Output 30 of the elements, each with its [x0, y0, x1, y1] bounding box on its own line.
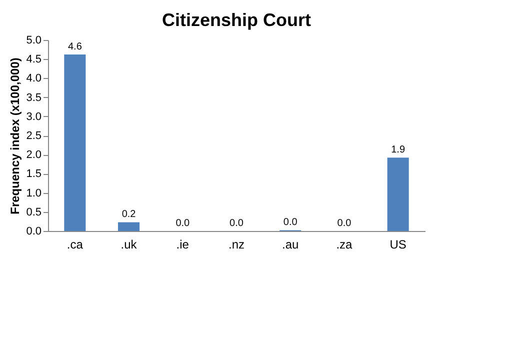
y-tick-label: 1.5 [26, 168, 42, 180]
y-tick-label: 3.5 [26, 92, 42, 104]
x-tick-label: .ie [176, 238, 190, 252]
x-tick-label: US [390, 238, 406, 252]
y-tick-label: 0.5 [26, 206, 42, 218]
chart-title: Citizenship Court [162, 10, 311, 30]
y-tick-label: 1.0 [26, 187, 42, 200]
y-tick-label: 3.0 [26, 110, 42, 123]
x-tick-label: .uk [120, 238, 138, 252]
data-label: 4.6 [68, 42, 82, 53]
data-label: 0.0 [337, 218, 352, 229]
y-tick-label: 2.5 [26, 130, 42, 142]
data-label: 0.0 [283, 217, 298, 228]
x-tick-label: .ca [66, 238, 84, 252]
data-label: 0.0 [230, 218, 244, 229]
bar [64, 54, 86, 231]
bar [387, 158, 409, 231]
y-tick-label: 4.5 [26, 54, 42, 66]
y-tick-label: 4.0 [26, 72, 42, 85]
data-label: 0.0 [176, 218, 190, 229]
y-tick-label: 5.0 [26, 34, 42, 46]
x-tick-label: .nz [228, 238, 245, 252]
data-label: 0.2 [122, 209, 136, 220]
y-axis-title: Frequency index (x100,000) [8, 58, 22, 214]
y-tick-label: 2.0 [26, 149, 42, 162]
data-label: 1.9 [391, 144, 406, 156]
x-tick-label: .au [282, 238, 299, 252]
y-tick-label: 0.0 [26, 226, 42, 238]
x-tick-label: .za [336, 238, 353, 252]
bar [118, 222, 140, 231]
